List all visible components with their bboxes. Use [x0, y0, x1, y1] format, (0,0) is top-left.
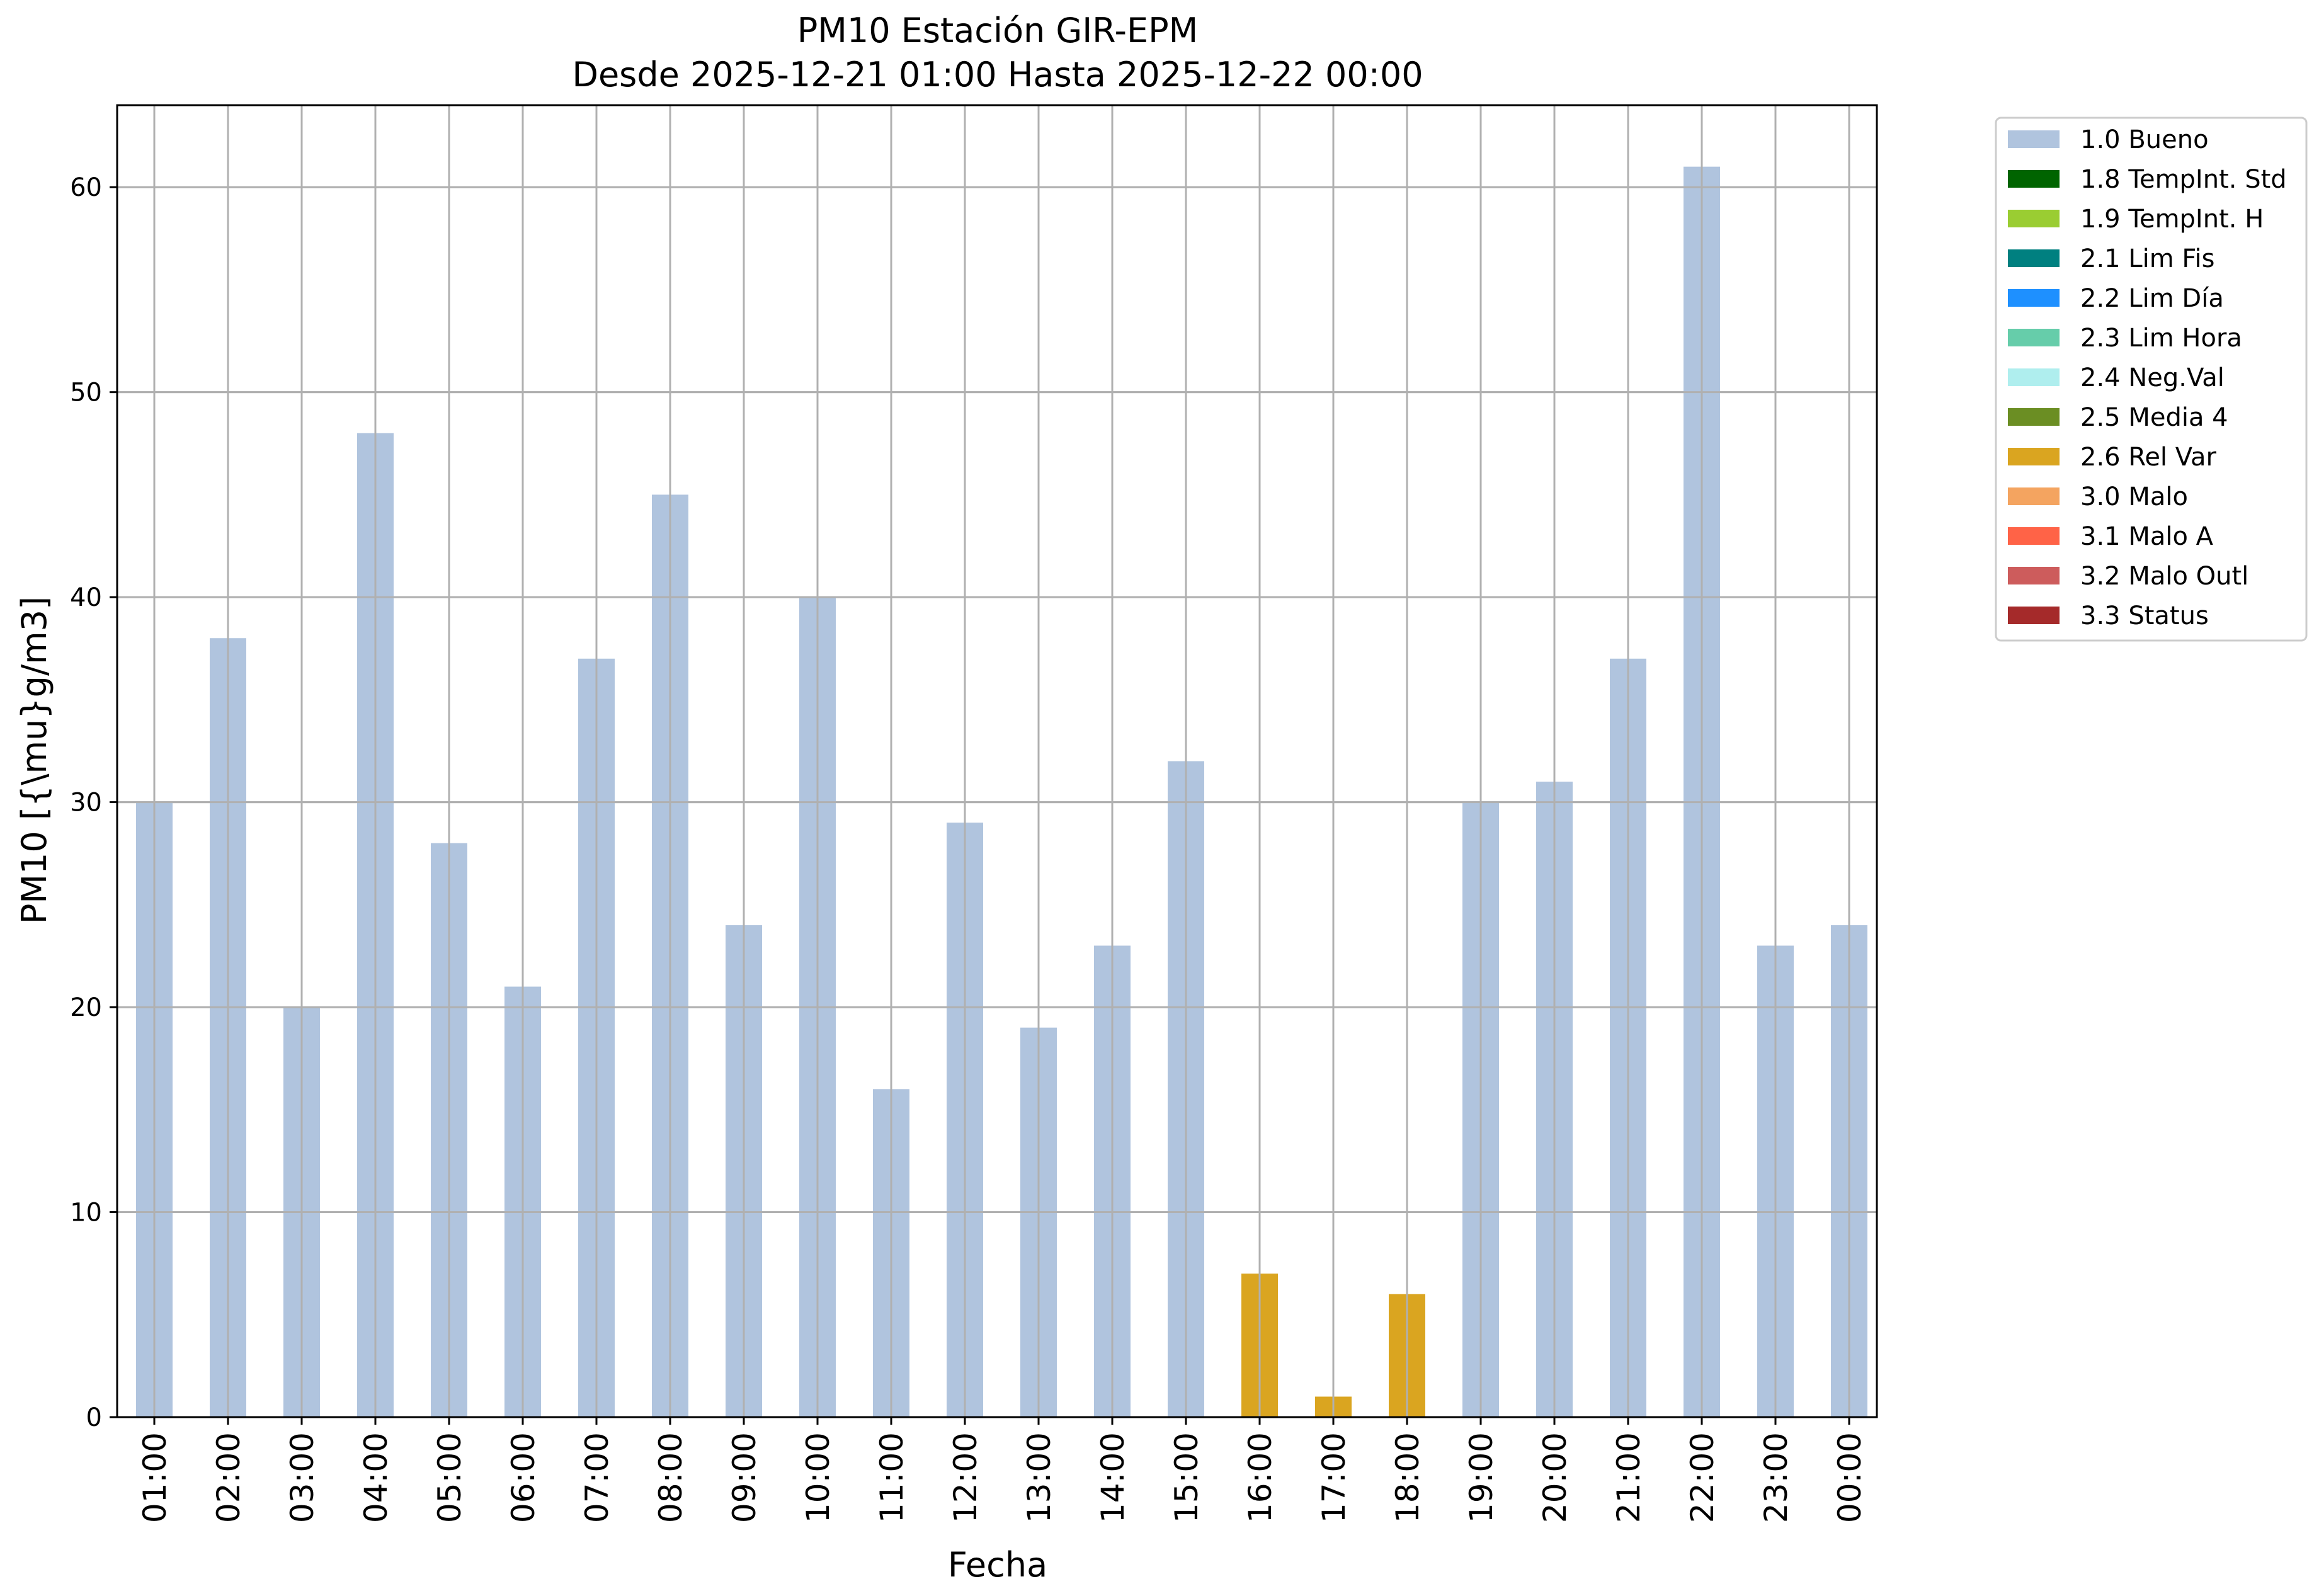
x-tick-label: 18:00 [1389, 1432, 1426, 1523]
x-axis-label: Fecha [948, 1545, 1047, 1585]
legend-label: 2.2 Lim Día [2080, 284, 2224, 313]
legend-swatch [2008, 289, 2060, 307]
y-tick-label: 50 [70, 379, 102, 408]
x-tick-label: 15:00 [1168, 1432, 1205, 1523]
y-axis-label: PM10 [{\mu}g/m3] [14, 596, 54, 924]
legend-label: 1.0 Bueno [2080, 125, 2209, 154]
legend-label: 3.1 Malo A [2080, 522, 2214, 551]
x-tick-label: 17:00 [1316, 1432, 1352, 1523]
x-tick-label: 19:00 [1463, 1432, 1500, 1523]
bars [117, 105, 1877, 1418]
legend-label: 1.8 TempInt. Std [2080, 165, 2287, 194]
x-tick-label: 01:00 [137, 1432, 173, 1523]
legend-label: 3.0 Malo [2080, 482, 2188, 511]
legend-swatch [2008, 329, 2060, 346]
legend-label: 3.2 Malo Outl [2080, 562, 2248, 591]
legend-swatch [2008, 607, 2060, 624]
y-tick-label: 10 [70, 1199, 102, 1228]
y-tick-label: 40 [70, 583, 102, 612]
x-tick-label: 13:00 [1021, 1432, 1057, 1523]
x-axis-ticks: 01:00 02:00 03:00 04:00 05:00 06:00 07:00 08:00… [137, 1417, 1868, 1523]
chart-title: PM10 Estación GIR-EPM [797, 11, 1199, 50]
legend-label: 3.3 Status [2080, 601, 2209, 630]
x-tick-label: 14:00 [1095, 1432, 1131, 1523]
legend-label: 2.5 Media 4 [2080, 403, 2228, 432]
legend-label: 1.9 TempInt. H [2080, 205, 2264, 234]
x-tick-label: 11:00 [874, 1432, 910, 1523]
y-tick-label: 60 [70, 173, 102, 202]
legend-swatch [2008, 170, 2060, 188]
x-tick-label: 02:00 [210, 1432, 247, 1523]
legend-label: 2.1 Lim Fis [2080, 244, 2214, 273]
legend-label: 2.3 Lim Hora [2080, 324, 2242, 353]
legend-swatch [2008, 368, 2060, 386]
x-tick-label: 08:00 [652, 1432, 689, 1523]
y-tick-label: 20 [70, 993, 102, 1022]
x-tick-label: 12:00 [947, 1432, 984, 1523]
grid-lines-overlay [117, 105, 1877, 1418]
x-tick-label: 10:00 [800, 1432, 836, 1523]
legend-label: 2.6 Rel Var [2080, 443, 2217, 472]
x-tick-label: 00:00 [1832, 1432, 1868, 1523]
x-tick-label: 21:00 [1610, 1432, 1647, 1523]
y-tick-label: 30 [70, 789, 102, 818]
legend: 1.0 Bueno 1.8 TempInt. Std 1.9 TempInt. H 2… [1995, 117, 2308, 642]
x-tick-label: 07:00 [579, 1432, 615, 1523]
legend-swatch [2008, 527, 2060, 545]
legend-swatch [2008, 130, 2060, 148]
legend-items: 1.0 Bueno 1.8 TempInt. Std 1.9 TempInt. H 2… [2008, 125, 2287, 630]
x-tick-label: 23:00 [1758, 1432, 1794, 1523]
chart-subtitle: Desde 2025-12-21 01:00 Hasta 2025-12-22 … [572, 55, 1423, 94]
x-tick-label: 03:00 [284, 1432, 321, 1523]
legend-swatch [2008, 210, 2060, 227]
x-tick-label: 20:00 [1537, 1432, 1573, 1523]
x-tick-label: 09:00 [726, 1432, 763, 1523]
y-tick-label: 0 [86, 1403, 102, 1432]
legend-frame [1995, 117, 2308, 642]
legend-swatch [2008, 487, 2060, 505]
x-tick-label: 06:00 [505, 1432, 542, 1523]
legend-swatch [2008, 249, 2060, 267]
x-tick-label: 05:00 [431, 1432, 468, 1523]
plot-frame [116, 104, 1878, 1418]
legend-swatch [2008, 567, 2060, 584]
legend-swatch [2008, 448, 2060, 465]
x-tick-label: 04:00 [358, 1432, 394, 1523]
legend-label: 2.4 Neg.Val [2080, 363, 2225, 392]
legend-swatch [2008, 408, 2060, 426]
x-tick-label: 22:00 [1684, 1432, 1721, 1523]
y-axis-ticks: 0 10 20 30 40 50 60 [70, 173, 117, 1432]
x-tick-label: 16:00 [1242, 1432, 1279, 1523]
